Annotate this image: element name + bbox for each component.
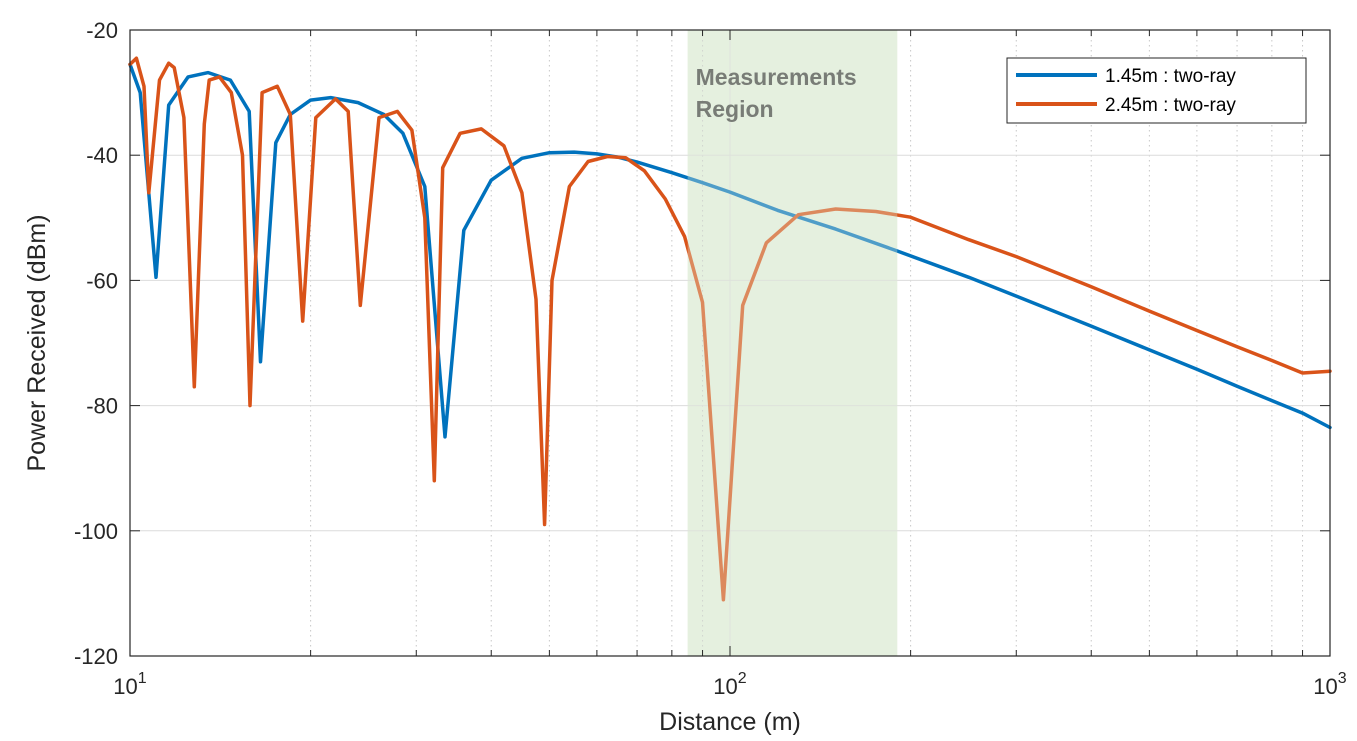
- measurements-region-overlay: [687, 30, 898, 656]
- region-label-line-2: Region: [696, 96, 774, 122]
- ticks: -120 -100 -80 -60 -40 -20 101 102 103: [74, 18, 1347, 699]
- measurements-region: [687, 30, 898, 656]
- legend-label-series-2: 2.45m : two-ray: [1105, 95, 1236, 116]
- series-line-2: [128, 56, 1332, 602]
- series-line-1: [128, 62, 1332, 439]
- y-tick-label: -20: [86, 18, 118, 43]
- x-tick-label: 101: [113, 670, 146, 699]
- region-label-line-1: Measurements: [696, 64, 857, 90]
- legend: 1.45m : two-ray 2.45m : two-ray: [1006, 57, 1307, 124]
- y-tick-label: -100: [74, 519, 118, 544]
- y-tick-label: -40: [86, 143, 118, 168]
- x-axis-label: Distance (m): [659, 708, 801, 736]
- y-tick-label: -80: [86, 394, 118, 419]
- x-tick-label: 103: [1313, 670, 1346, 699]
- series-lines: [128, 30, 1332, 656]
- y-axis-label: Power Received (dBm): [23, 214, 51, 471]
- y-tick-label: -60: [86, 268, 118, 293]
- y-tick-label: -120: [74, 644, 118, 669]
- legend-box: [1006, 57, 1307, 124]
- legend-label-series-1: 1.45m : two-ray: [1105, 66, 1236, 87]
- x-tick-label: 102: [713, 670, 746, 699]
